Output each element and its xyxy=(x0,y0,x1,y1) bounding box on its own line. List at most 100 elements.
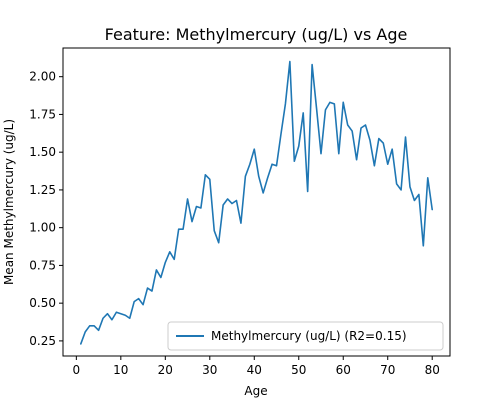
data-point xyxy=(156,269,157,270)
data-point xyxy=(307,191,308,192)
data-point xyxy=(89,325,90,326)
data-point xyxy=(129,318,130,319)
data-point xyxy=(383,143,384,144)
data-point xyxy=(165,262,166,263)
data-point xyxy=(111,319,112,320)
x-tick-label: 60 xyxy=(336,363,351,377)
x-tick-label: 0 xyxy=(73,363,81,377)
data-point xyxy=(267,177,268,178)
data-point xyxy=(196,206,197,207)
data-point xyxy=(387,164,388,165)
data-point xyxy=(285,103,286,104)
data-point xyxy=(263,192,264,193)
data-point xyxy=(294,161,295,162)
y-axis-label: Mean Methylmercury (ug/L) xyxy=(2,119,16,285)
data-point xyxy=(423,245,424,246)
data-point xyxy=(432,209,433,210)
y-tick-label: 1.25 xyxy=(29,183,56,197)
x-tick-label: 70 xyxy=(380,363,395,377)
data-point xyxy=(142,304,143,305)
data-point xyxy=(298,146,299,147)
data-point xyxy=(160,277,161,278)
x-axis-label: Age xyxy=(244,384,267,398)
y-tick-label: 1.50 xyxy=(29,145,56,159)
data-point xyxy=(369,140,370,141)
data-point xyxy=(378,138,379,139)
data-point xyxy=(218,242,219,243)
data-point xyxy=(418,194,419,195)
series-layer xyxy=(79,60,434,345)
data-point xyxy=(343,102,344,103)
x-tick-label: 20 xyxy=(158,363,173,377)
y-tick-label: 2.00 xyxy=(29,70,56,84)
data-point xyxy=(134,301,135,302)
data-point xyxy=(236,200,237,201)
data-point xyxy=(151,290,152,291)
data-point xyxy=(258,176,259,177)
x-tick-label: 30 xyxy=(202,363,217,377)
data-point xyxy=(325,109,326,110)
x-tick-label: 40 xyxy=(247,363,262,377)
data-point xyxy=(352,130,353,131)
data-point xyxy=(405,136,406,137)
chart-title: Feature: Methylmercury (ug/L) vs Age xyxy=(105,25,408,44)
y-tick-label: 0.25 xyxy=(29,334,56,348)
data-point xyxy=(107,313,108,314)
data-point xyxy=(200,207,201,208)
y-tick-label: 1.00 xyxy=(29,221,56,235)
data-point xyxy=(360,127,361,128)
data-point xyxy=(240,223,241,224)
legend-label: Methylmercury (ug/L) (R2=0.15) xyxy=(211,329,407,343)
y-axis: 0.25 0.50 0.75 1.00 1.25 1.50 1.75 2.00 xyxy=(29,70,63,348)
data-point xyxy=(147,287,148,288)
data-point xyxy=(347,124,348,125)
data-point xyxy=(271,164,272,165)
data-point xyxy=(427,177,428,178)
y-tick-label: 0.75 xyxy=(29,258,56,272)
data-point xyxy=(316,108,317,109)
data-point xyxy=(276,165,277,166)
y-tick-label: 1.75 xyxy=(29,107,56,121)
data-point xyxy=(120,313,121,314)
data-point xyxy=(365,124,366,125)
data-point xyxy=(303,112,304,113)
data-point xyxy=(102,318,103,319)
data-point xyxy=(374,165,375,166)
x-axis: 0 10 20 30 40 50 60 70 80 xyxy=(73,356,440,377)
data-point xyxy=(400,189,401,190)
data-point xyxy=(183,229,184,230)
data-point xyxy=(249,164,250,165)
data-point xyxy=(334,103,335,104)
data-point xyxy=(174,259,175,260)
data-point xyxy=(245,176,246,177)
series-line xyxy=(79,60,434,345)
data-point xyxy=(338,153,339,154)
data-point xyxy=(356,159,357,160)
data-point xyxy=(85,331,86,332)
data-point xyxy=(178,229,179,230)
data-point xyxy=(231,203,232,204)
x-tick-label: 80 xyxy=(425,363,440,377)
data-point xyxy=(227,198,228,199)
data-point xyxy=(98,330,99,331)
data-point xyxy=(80,343,81,344)
data-point xyxy=(312,64,313,65)
data-point xyxy=(280,133,281,134)
data-point xyxy=(223,204,224,205)
data-point xyxy=(116,312,117,313)
data-point xyxy=(409,186,410,187)
data-point xyxy=(94,325,95,326)
data-point xyxy=(125,315,126,316)
data-point xyxy=(209,179,210,180)
x-tick-label: 50 xyxy=(291,363,306,377)
data-point xyxy=(289,61,290,62)
legend-box xyxy=(167,321,444,351)
data-point xyxy=(191,221,192,222)
data-point xyxy=(138,298,139,299)
plot-area-frame xyxy=(62,47,451,357)
data-point xyxy=(392,149,393,150)
x-tick-label: 10 xyxy=(113,363,128,377)
legend: Methylmercury (ug/L) (R2=0.15) xyxy=(167,321,444,351)
